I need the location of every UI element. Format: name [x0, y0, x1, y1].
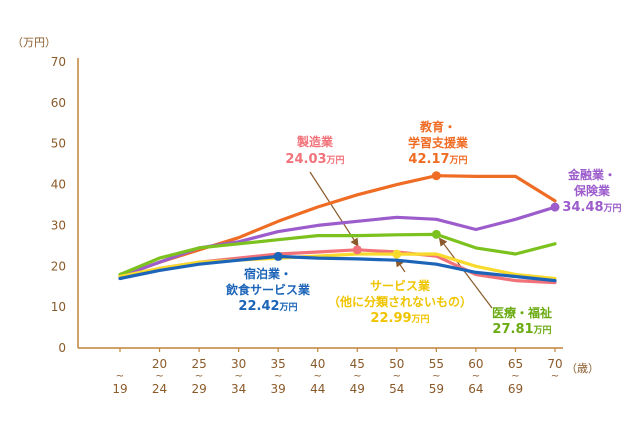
- annotation-title: 製造業: [296, 134, 334, 149]
- data-point-marker: [273, 251, 283, 261]
- x-tick-label-bottom: 34: [231, 382, 246, 396]
- x-tick-tilde: ~: [155, 371, 163, 382]
- x-tick-label-bottom: 49: [350, 382, 365, 396]
- x-tick-label-bottom: 59: [429, 382, 444, 396]
- x-tick-tilde: ~: [393, 371, 401, 382]
- annotation-title: 学習支援業: [408, 135, 469, 150]
- data-point-marker: [550, 202, 560, 212]
- series-lines: [118, 174, 557, 285]
- annotation-value: 22.42万円: [238, 299, 297, 314]
- x-tick-label-bottom: 69: [508, 382, 523, 396]
- leader-arrow-service: [395, 258, 406, 273]
- annotation-title: 教育・: [419, 119, 456, 134]
- annotation-title: （他に分類されないもの）: [328, 294, 472, 309]
- x-tick-tilde: ~: [432, 371, 440, 382]
- x-tick-label-top: 40: [310, 357, 325, 371]
- x-tick-label-top: 55: [429, 357, 444, 371]
- annotation-iryo: 医療・福祉 27.81万円: [492, 305, 552, 337]
- y-tick-label: 40: [51, 178, 66, 192]
- annotation-kyoiku: 教育・学習支援業 42.17万円: [408, 119, 469, 167]
- annotation-leaders: [309, 171, 493, 309]
- x-tick-label-top: 60: [468, 357, 483, 371]
- annotation-title: サービス業: [370, 278, 431, 293]
- x-tick-tilde: ~: [195, 371, 203, 382]
- annotation-service: サービス業（他に分類されないもの） 22.99万円: [328, 278, 472, 326]
- annotation-title: 医療・福祉: [492, 305, 552, 320]
- annotation-kinyu: 金融業・保険業 34.48万円: [562, 167, 621, 215]
- x-tick-tilde: ~: [511, 371, 519, 382]
- x-tick-label-bottom: 54: [389, 382, 404, 396]
- x-tick-label-top: 70: [547, 357, 562, 371]
- y-tick-label: 10: [51, 300, 66, 314]
- annotation-value: 24.03万円: [285, 152, 344, 167]
- x-tick-label-bottom: 44: [310, 382, 325, 396]
- x-tick-label-top: 50: [389, 357, 404, 371]
- x-tick-label-top: 65: [508, 357, 523, 371]
- x-axis-label: （歳）: [566, 362, 599, 375]
- annotation-value: 22.99万円: [370, 311, 429, 326]
- x-tick-tilde: ~: [274, 371, 282, 382]
- data-point-marker: [431, 171, 441, 181]
- y-tick-label: 0: [58, 341, 66, 355]
- x-tick-tilde: ~: [353, 371, 361, 382]
- x-tick-label-bottom: 64: [468, 382, 483, 396]
- x-tick-label-top: 35: [271, 357, 286, 371]
- x-tick-tilde: ~: [472, 371, 480, 382]
- y-tick-label: 70: [51, 55, 66, 69]
- axes: [77, 58, 563, 349]
- x-tick-label-bottom: 24: [152, 382, 167, 396]
- annotation-value: 42.17万円: [408, 152, 467, 167]
- y-axis-label: （万円）: [12, 36, 56, 49]
- x-tick-label-top: 45: [350, 357, 365, 371]
- series-line-iryo: [118, 232, 557, 277]
- data-point-marker: [431, 229, 441, 239]
- leader-arrow-seizo: [309, 171, 359, 247]
- data-point-marker: [392, 249, 402, 259]
- x-tick-tilde: ~: [551, 371, 559, 382]
- annotation-seizo: 製造業 24.03万円: [285, 134, 344, 167]
- series-line-shukuhaku: [118, 254, 557, 283]
- x-tick-label-bottom: 19: [112, 382, 127, 396]
- annotation-title: 飲食サービス業: [225, 282, 311, 297]
- y-axis: 0 10 20 30 40 50 60 70: [51, 55, 66, 355]
- x-tick-label-top: 20: [152, 357, 167, 371]
- y-tick-label: 50: [51, 137, 66, 151]
- series-line-service: [118, 252, 557, 281]
- x-tick-label-bottom: 39: [271, 382, 286, 396]
- annotation-value: 27.81万円: [492, 322, 551, 337]
- x-tick-label-top: 25: [191, 357, 206, 371]
- x-tick-label-bottom: 29: [191, 382, 206, 396]
- annotation-title: 保険業: [573, 183, 611, 198]
- series-markers: [273, 171, 560, 261]
- annotation-value: 34.48万円: [562, 200, 621, 215]
- y-tick-label: 20: [51, 259, 66, 273]
- annotation-title: 金融業・: [567, 167, 616, 182]
- annotation-title: 宿泊業・: [244, 266, 292, 281]
- x-axis: ~1920~2425~2930~3435~3940~4445~4950~5455…: [112, 348, 563, 396]
- y-tick-label: 60: [51, 96, 66, 110]
- x-tick-tilde: ~: [116, 371, 124, 382]
- data-point-marker: [352, 245, 362, 255]
- y-tick-label: 30: [51, 218, 66, 232]
- leader-arrow-iryo: [438, 237, 493, 309]
- x-tick-tilde: ~: [314, 371, 322, 382]
- annotation-shukuhaku: 宿泊業・飲食サービス業 22.42万円: [225, 266, 311, 314]
- x-tick-tilde: ~: [234, 371, 242, 382]
- x-tick-label-top: 30: [231, 357, 246, 371]
